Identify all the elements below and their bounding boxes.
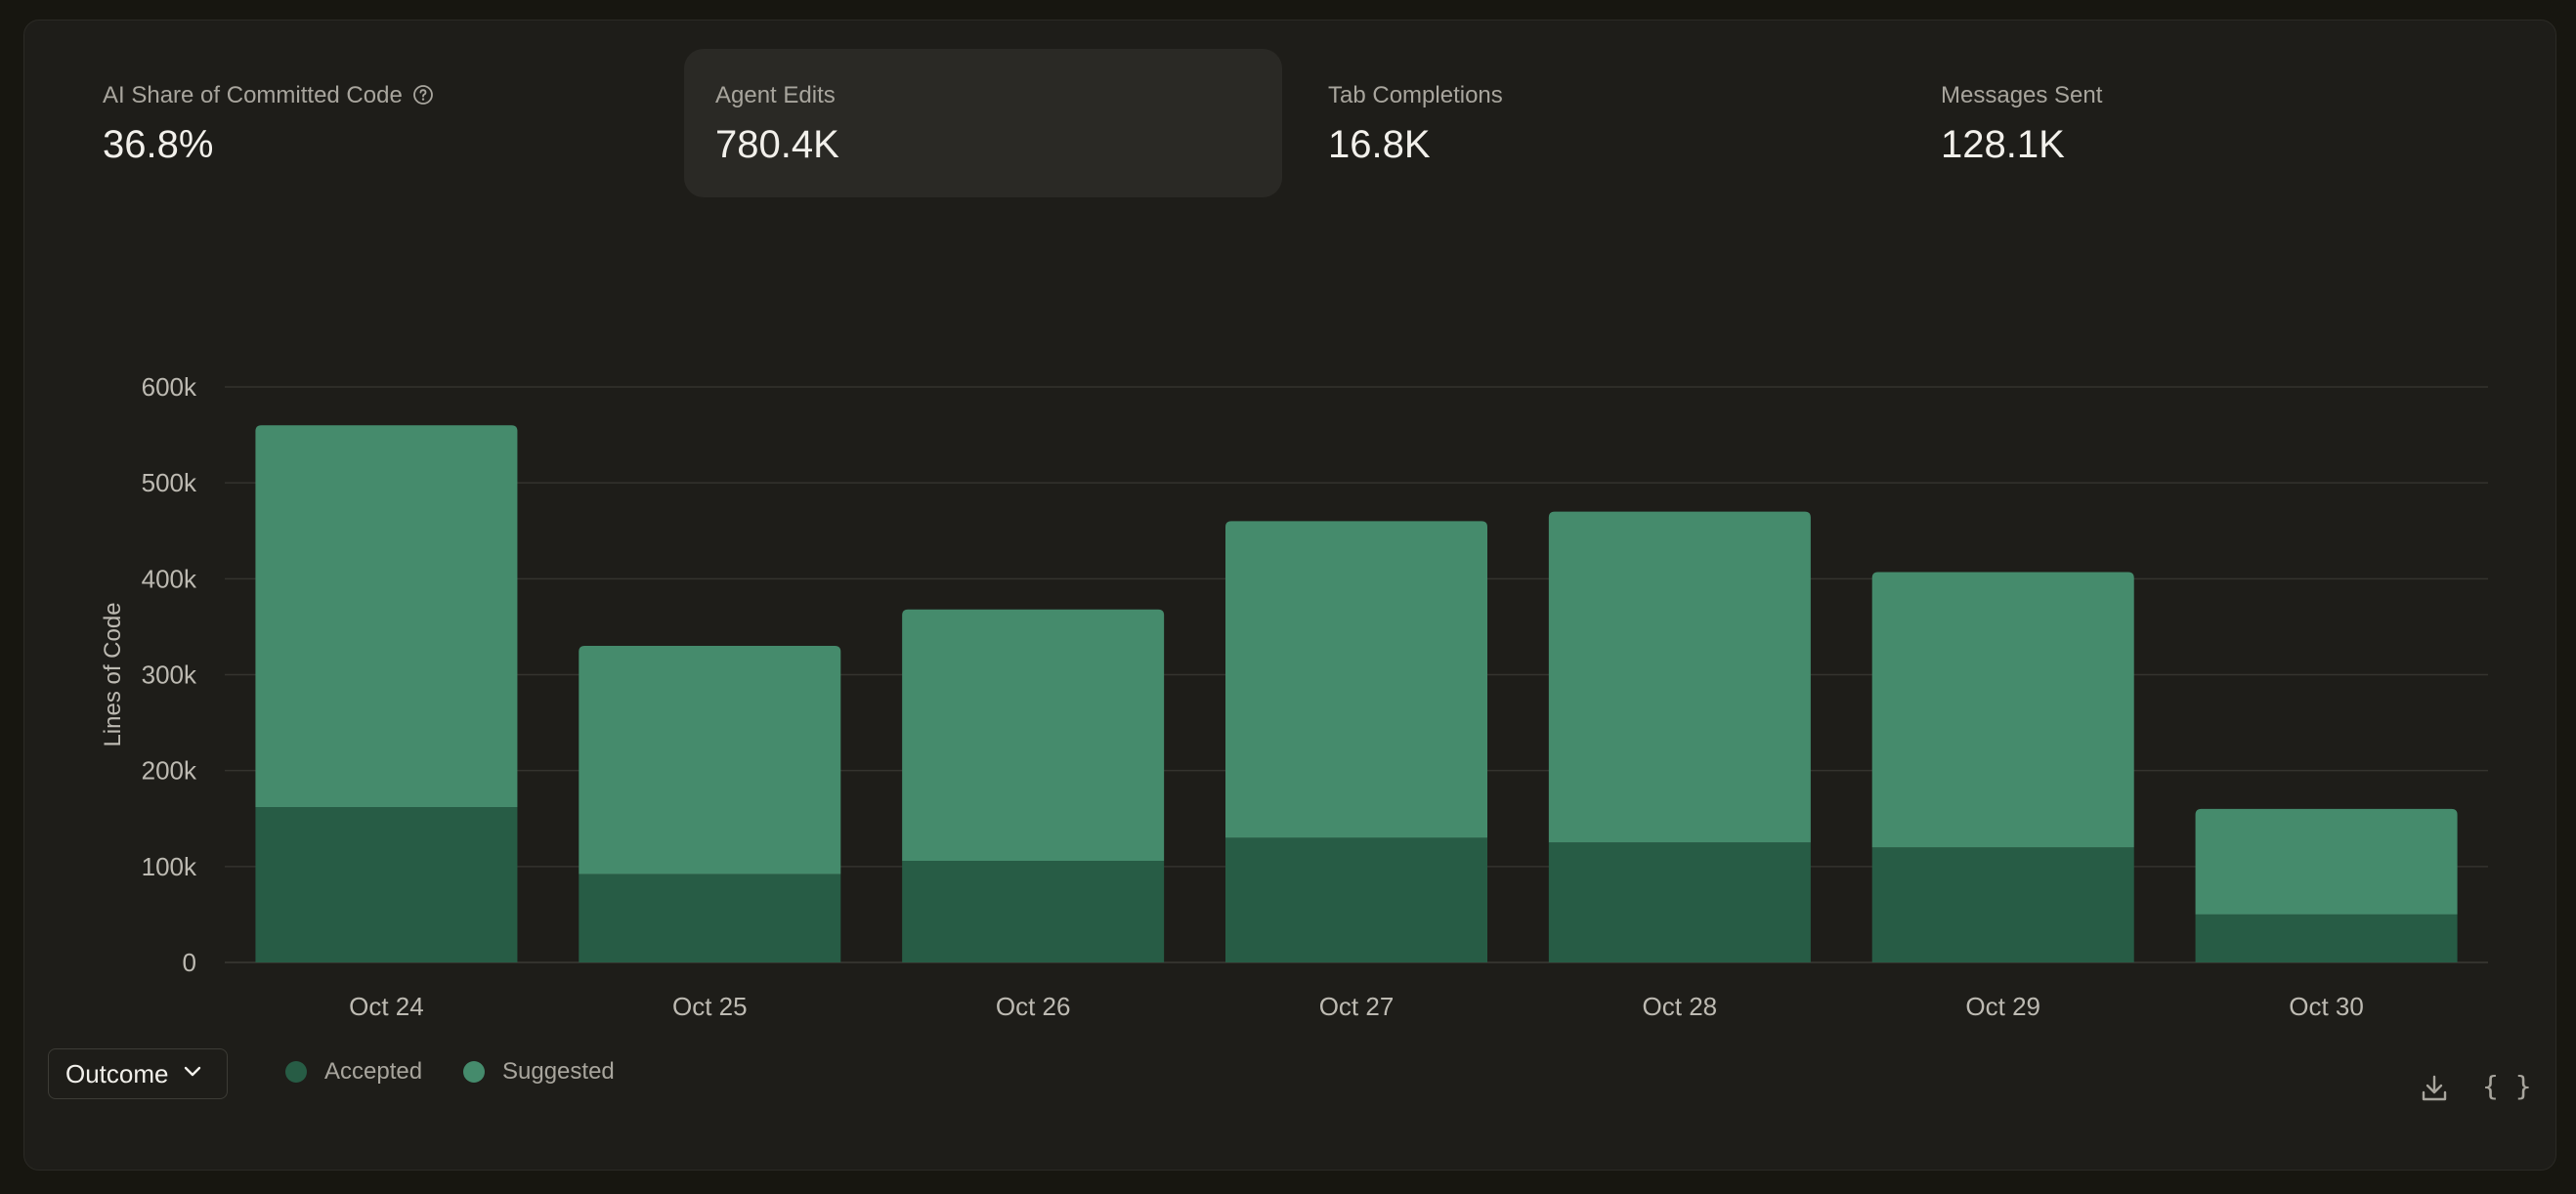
x-tick-label: Oct 26 [996,992,1071,1021]
x-tick-label: Oct 27 [1319,992,1395,1021]
code-braces-icon[interactable]: { } [2482,1070,2532,1102]
x-tick-label: Oct 28 [1643,992,1718,1021]
y-tick-label: 100k [142,852,197,881]
bar-suggested [579,646,841,874]
y-tick-label: 300k [142,661,197,690]
bar-suggested [1871,572,2134,848]
metric-value: 16.8K [1328,123,1431,166]
metric-messages-sent[interactable]: Messages Sent 128.1K [1910,49,2508,197]
bar-accepted [579,874,841,962]
metric-tab-completions[interactable]: Tab Completions 16.8K [1297,49,1895,197]
x-tick-label: Oct 24 [349,992,424,1021]
metric-value: 36.8% [103,123,214,166]
download-icon[interactable] [2419,1073,2450,1109]
bar-suggested [2195,808,2458,915]
bar-accepted [1548,842,1811,962]
metric-agent-edits[interactable]: Agent Edits 780.4K [684,49,1282,197]
y-axis-label: Lines of Code [100,602,126,746]
y-tick-label: 600k [142,372,197,402]
bar-suggested [255,425,518,807]
x-tick-label: Oct 30 [2289,992,2364,1021]
y-tick-label: 0 [183,948,196,977]
bar-accepted [1225,837,1487,962]
metric-label: Agent Edits [715,82,836,108]
metric-label: Messages Sent [1941,82,2103,108]
legend-swatch [463,1061,485,1083]
x-tick-label: Oct 25 [672,992,748,1021]
help-icon[interactable] [412,84,434,112]
legend-accepted[interactable]: Accepted [285,1058,422,1086]
metric-label: AI Share of Committed Code [103,82,434,112]
stacked-bar-chart: 0 100k 200k 300k 400k 500k 600k Lines of Code Oc… [100,372,2488,1021]
legend-swatch [285,1061,307,1083]
y-tick-label: 500k [142,468,197,497]
bar-accepted [255,806,518,962]
bar-accepted [902,860,1165,962]
legend-label: Accepted [324,1058,423,1085]
chevron-down-icon [183,1065,202,1084]
legend-suggested[interactable]: Suggested [463,1058,615,1086]
metric-ai-share[interactable]: AI Share of Committed Code 36.8% [71,49,669,197]
bar-accepted [1871,847,2134,962]
bar-suggested [1225,521,1487,838]
x-tick-label: Oct 29 [1965,992,2040,1021]
metric-value: 128.1K [1941,123,2065,166]
y-tick-label: 200k [142,756,197,786]
y-tick-label: 400k [142,564,197,593]
bar-suggested [1548,511,1811,843]
legend-label: Suggested [502,1058,615,1085]
bar-suggested [902,609,1165,861]
bar-accepted [2195,914,2458,962]
group-by-dropdown[interactable]: Outcome [48,1048,228,1099]
group-by-label: Outcome [65,1058,169,1088]
metric-value: 780.4K [715,123,839,166]
metric-label: Tab Completions [1328,82,1503,108]
